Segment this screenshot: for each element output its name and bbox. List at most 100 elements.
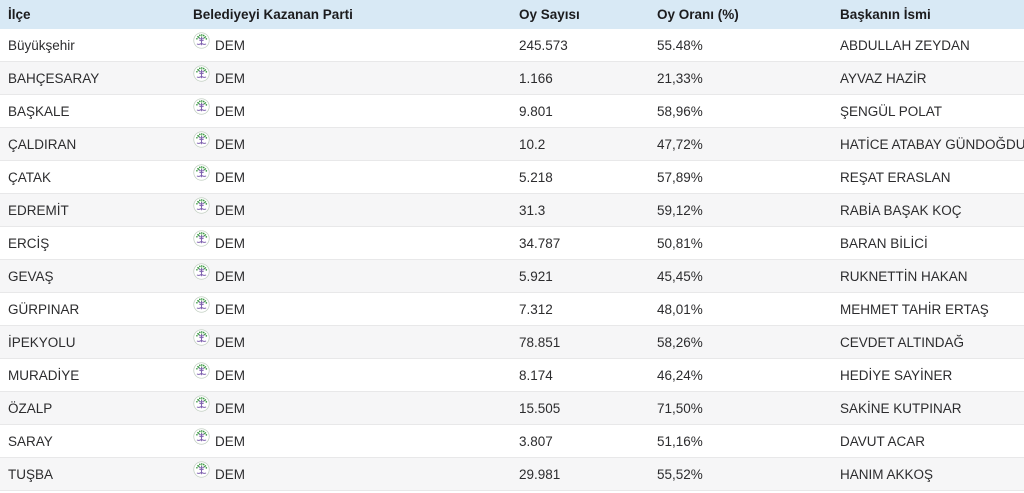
vote-percentage-cell: 51,16%: [649, 424, 832, 458]
mayor-name-cell: ABDULLAH ZEYDAN: [832, 29, 1024, 62]
dem-party-logo-icon: [193, 263, 210, 283]
party-label: DEM: [215, 301, 245, 317]
vote-percentage-cell: 71,50%: [649, 391, 832, 425]
winning-party-cell: DEM: [185, 391, 511, 425]
vote-count-cell: 78.851: [511, 325, 649, 359]
party-label: DEM: [215, 37, 245, 53]
district-cell: GEVAŞ: [0, 259, 185, 293]
table-row: TUŞBA: [0, 457, 1024, 491]
district-cell: EDREMİT: [0, 193, 185, 227]
vote-count-cell: 1.166: [511, 61, 649, 95]
party-label: DEM: [215, 103, 245, 119]
mayor-name-cell: RABİA BAŞAK KOÇ: [832, 193, 1024, 227]
winning-party-cell: DEM: [185, 160, 511, 194]
dem-party-logo-icon: [193, 296, 210, 316]
mayor-name-cell: RUKNETTİN HAKAN: [832, 259, 1024, 293]
table-row: ERCİŞ: [0, 226, 1024, 260]
table-header: İlçe Belediyeyi Kazanan Parti Oy Sayısı …: [0, 0, 1024, 29]
vote-count-cell: 10.2: [511, 127, 649, 161]
mayor-name-cell: DAVUT ACAR: [832, 424, 1024, 458]
dem-party-logo-icon: [193, 230, 210, 250]
district-cell: İPEKYOLU: [0, 325, 185, 359]
vote-percentage-cell: 48,01%: [649, 292, 832, 326]
vote-count-cell: 5.218: [511, 160, 649, 194]
dem-party-logo-icon: [193, 395, 210, 415]
party-label: DEM: [215, 235, 245, 251]
winning-party-cell: DEM: [185, 457, 511, 491]
district-cell: BAHÇESARAY: [0, 61, 185, 95]
dem-party-logo-icon: [193, 428, 210, 448]
vote-percentage-cell: 50,81%: [649, 226, 832, 260]
vote-count-cell: 8.174: [511, 358, 649, 392]
winning-party-cell: DEM: [185, 29, 511, 62]
dem-party-logo-icon: [193, 164, 210, 184]
vote-count-cell: 31.3: [511, 193, 649, 227]
party-label: DEM: [215, 268, 245, 284]
vote-count-cell: 34.787: [511, 226, 649, 260]
results-table-body: Büyükşehir: [0, 29, 1024, 491]
dem-party-logo-icon: [193, 32, 210, 52]
vote-percentage-cell: 46,24%: [649, 358, 832, 392]
party-label: DEM: [215, 136, 245, 152]
vote-percentage-cell: 55,52%: [649, 457, 832, 491]
mayor-name-cell: CEVDET ALTINDAĞ: [832, 325, 1024, 359]
winning-party-cell: DEM: [185, 193, 511, 227]
mayor-name-cell: HATİCE ATABAY GÜNDOĞDU: [832, 127, 1024, 161]
column-header-district: İlçe: [0, 0, 185, 29]
party-label: DEM: [215, 367, 245, 383]
dem-party-logo-icon: [193, 329, 210, 349]
district-cell: GÜRPINAR: [0, 292, 185, 326]
winning-party-cell: DEM: [185, 424, 511, 458]
district-cell: ERCİŞ: [0, 226, 185, 260]
vote-count-cell: 7.312: [511, 292, 649, 326]
district-cell: ÇALDIRAN: [0, 127, 185, 161]
dem-party-logo-icon: [193, 98, 210, 118]
vote-count-cell: 5.921: [511, 259, 649, 293]
table-row: İPEKYOLU: [0, 325, 1024, 359]
table-row: GEVAŞ: [0, 259, 1024, 293]
district-cell: MURADİYE: [0, 358, 185, 392]
winning-party-cell: DEM: [185, 226, 511, 260]
winning-party-cell: DEM: [185, 94, 511, 128]
mayor-name-cell: ŞENGÜL POLAT: [832, 94, 1024, 128]
table-row: BAHÇESARAY: [0, 61, 1024, 95]
dem-party-logo-icon: [193, 197, 210, 217]
party-label: DEM: [215, 169, 245, 185]
winning-party-cell: DEM: [185, 61, 511, 95]
party-label: DEM: [215, 334, 245, 350]
table-row: Büyükşehir: [0, 29, 1024, 62]
party-label: DEM: [215, 70, 245, 86]
dem-party-logo-icon: [193, 461, 210, 481]
vote-percentage-cell: 57,89%: [649, 160, 832, 194]
dem-party-logo-icon: [193, 131, 210, 151]
mayor-name-cell: BARAN BİLİCİ: [832, 226, 1024, 260]
vote-percentage-cell: 55.48%: [649, 29, 832, 62]
district-cell: SARAY: [0, 424, 185, 458]
mayor-name-cell: MEHMET TAHİR ERTAŞ: [832, 292, 1024, 326]
party-label: DEM: [215, 466, 245, 482]
winning-party-cell: DEM: [185, 358, 511, 392]
table-row: MURADİYE: [0, 358, 1024, 392]
column-header-winning-party: Belediyeyi Kazanan Parti: [185, 0, 511, 29]
vote-count-cell: 3.807: [511, 424, 649, 458]
table-row: ÇALDIRAN: [0, 127, 1024, 161]
district-cell: Büyükşehir: [0, 29, 185, 62]
table-row: ÖZALP: [0, 391, 1024, 425]
vote-percentage-cell: 21,33%: [649, 61, 832, 95]
winning-party-cell: DEM: [185, 127, 511, 161]
party-label: DEM: [215, 202, 245, 218]
vote-percentage-cell: 45,45%: [649, 259, 832, 293]
winning-party-cell: DEM: [185, 292, 511, 326]
winning-party-cell: DEM: [185, 325, 511, 359]
vote-count-cell: 9.801: [511, 94, 649, 128]
table-row: BAŞKALE: [0, 94, 1024, 128]
vote-percentage-cell: 47,72%: [649, 127, 832, 161]
column-header-vote-percentage: Oy Oranı (%): [649, 0, 832, 29]
column-header-mayor-name: Başkanın İsmi: [832, 0, 1024, 29]
vote-count-cell: 245.573: [511, 29, 649, 62]
mayor-name-cell: AYVAZ HAZİR: [832, 61, 1024, 95]
vote-percentage-cell: 58,96%: [649, 94, 832, 128]
table-row: ÇATAK: [0, 160, 1024, 194]
dem-party-logo-icon: [193, 65, 210, 85]
